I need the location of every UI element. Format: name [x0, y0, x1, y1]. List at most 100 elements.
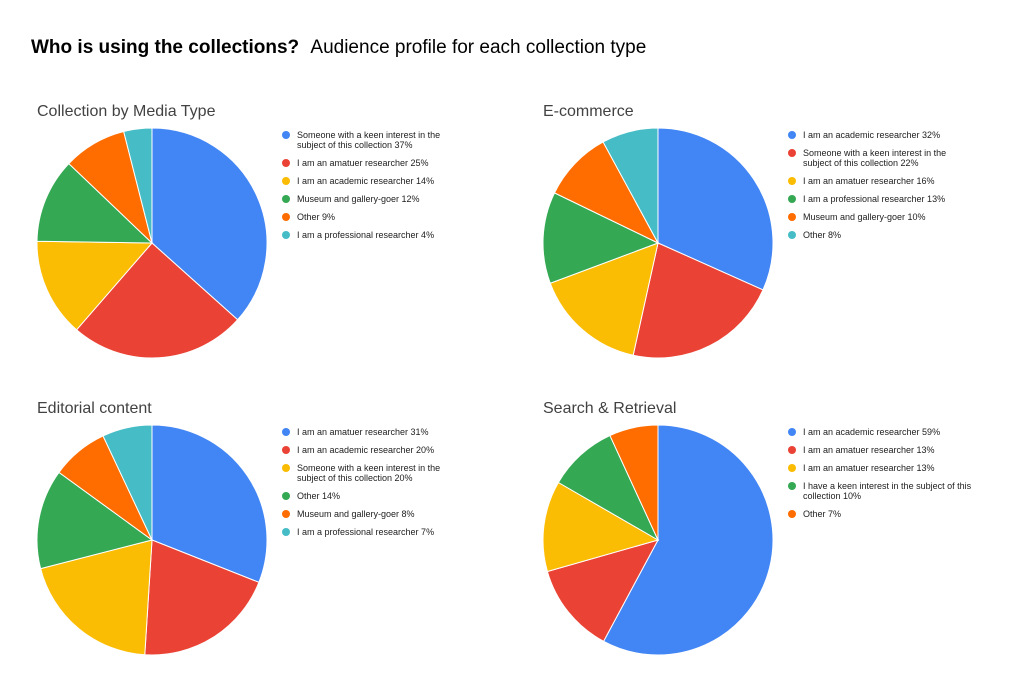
pie-chart	[542, 424, 774, 656]
pie-slice	[542, 481, 660, 573]
legend-swatch-icon	[282, 131, 290, 139]
legend-swatch-icon	[282, 446, 290, 454]
legend-item: I am an amatuer researcher 13%	[787, 445, 977, 455]
pie-slice	[40, 539, 153, 656]
pie-slice	[151, 127, 268, 321]
legend-label: Someone with a keen interest in the subj…	[297, 130, 441, 150]
legend-swatch-icon	[788, 482, 796, 490]
chart-title: Search & Retrieval	[543, 400, 677, 417]
pie-slice	[657, 127, 774, 291]
legend-swatch-icon	[282, 177, 290, 185]
pie-slice	[102, 424, 153, 541]
legend-item: I am an academic researcher 20%	[281, 445, 471, 455]
pie-slice	[36, 471, 154, 570]
pie-slice	[123, 127, 153, 244]
legend-swatch-icon	[282, 492, 290, 500]
legend-label: I am an amatuer researcher 13%	[803, 445, 935, 455]
pie-slice	[602, 127, 659, 244]
chart-panel-editorial-content: Editorial content I am an amatuer resear…	[31, 400, 501, 665]
pie-chart	[542, 127, 774, 359]
legend-item: I am an academic researcher 32%	[787, 130, 977, 140]
legend-label: Other 14%	[297, 491, 341, 501]
legend-item: I am a professional researcher 4%	[281, 230, 471, 240]
chart-title: Editorial content	[37, 400, 152, 417]
legend-item: Museum and gallery-goer 8%	[281, 509, 471, 519]
pie-chart	[36, 424, 268, 656]
chart-title: E-commerce	[543, 103, 634, 120]
legend-swatch-icon	[282, 528, 290, 536]
legend-item: I am a professional researcher 13%	[787, 194, 977, 204]
chart-legend: I am an amatuer researcher 31% I am an ac…	[281, 427, 471, 545]
page-title: Who is using the collections? Audience p…	[31, 37, 646, 59]
pie-slice	[609, 424, 659, 541]
legend-label: I am an amatuer researcher 16%	[803, 176, 935, 186]
legend-label: Someone with a keen interest in the subj…	[297, 463, 441, 483]
legend-label: Other 9%	[297, 212, 336, 222]
pie-slice	[549, 242, 659, 356]
legend-label: I am an amatuer researcher 13%	[803, 463, 935, 473]
legend-swatch-icon	[282, 510, 290, 518]
legend-label: I am an academic researcher 14%	[297, 176, 435, 186]
legend-label: Museum and gallery-goer 12%	[297, 194, 420, 204]
legend-label: I am a professional researcher 7%	[297, 527, 435, 537]
legend-swatch-icon	[788, 510, 796, 518]
legend-label: Someone with a keen interest in the subj…	[803, 148, 947, 168]
chart-title: Collection by Media Type	[37, 103, 216, 120]
chart-legend: I am an academic researcher 59% I am an a…	[787, 427, 977, 527]
chart-legend: Someone with a keen interest in the subj…	[281, 130, 471, 248]
chart-panel-search-retrieval: Search & Retrieval I am an academic rese…	[537, 400, 1007, 665]
legend-swatch-icon	[788, 446, 796, 454]
legend-swatch-icon	[788, 428, 796, 436]
legend-label: I am an academic researcher 59%	[803, 427, 941, 437]
legend-swatch-icon	[788, 213, 796, 221]
legend-swatch-icon	[788, 177, 796, 185]
legend-item: Other 7%	[787, 509, 977, 519]
pie-slice	[36, 162, 154, 244]
legend-label: Other 8%	[803, 230, 842, 240]
legend-item: Other 8%	[787, 230, 977, 240]
pie-chart	[36, 127, 268, 359]
pie-slice	[75, 242, 239, 359]
legend-item: I am a professional researcher 7%	[281, 527, 471, 537]
legend-label: I have a keen interest in the subject of…	[803, 481, 972, 501]
legend-label: I am an academic researcher 32%	[803, 130, 941, 140]
chart-legend: I am an academic researcher 32% Someone w…	[787, 130, 977, 248]
pie-slice	[542, 192, 660, 284]
legend-label: I am a professional researcher 4%	[297, 230, 435, 240]
legend-swatch-icon	[282, 213, 290, 221]
legend-item: I am an amatuer researcher 31%	[281, 427, 471, 437]
pie-slice	[602, 424, 774, 656]
legend-swatch-icon	[788, 231, 796, 239]
legend-label: Museum and gallery-goer 10%	[803, 212, 926, 222]
legend-item: I am an academic researcher 14%	[281, 176, 471, 186]
legend-label: I am an amatuer researcher 31%	[297, 427, 429, 437]
legend-item: Other 9%	[281, 212, 471, 222]
legend-item: I have a keen interest in the subject of…	[787, 481, 977, 501]
legend-label: I am a professional researcher 13%	[803, 194, 946, 204]
legend-item: I am an amatuer researcher 13%	[787, 463, 977, 473]
legend-item: Museum and gallery-goer 12%	[281, 194, 471, 204]
pie-slice	[151, 424, 268, 583]
legend-label: I am an amatuer researcher 25%	[297, 158, 429, 168]
legend-swatch-icon	[788, 131, 796, 139]
legend-swatch-icon	[282, 428, 290, 436]
legend-item: I am an amatuer researcher 25%	[281, 158, 471, 168]
pie-slice	[632, 242, 764, 359]
legend-item: Museum and gallery-goer 10%	[787, 212, 977, 222]
legend-swatch-icon	[282, 464, 290, 472]
pie-slice	[553, 141, 660, 245]
page-title-bold: Who is using the collections?	[31, 37, 300, 58]
legend-swatch-icon	[282, 159, 290, 167]
legend-item: Someone with a keen interest in the subj…	[281, 463, 471, 483]
legend-item: Someone with a keen interest in the subj…	[281, 130, 471, 150]
pie-slice	[36, 240, 154, 331]
legend-item: Other 14%	[281, 491, 471, 501]
legend-item: I am an academic researcher 59%	[787, 427, 977, 437]
legend-swatch-icon	[282, 195, 290, 203]
page-title-subtitle: Audience profile for each collection typ…	[310, 37, 647, 58]
legend-swatch-icon	[282, 231, 290, 239]
chart-panel-media-type: Collection by Media Type Someone with a …	[31, 103, 501, 368]
pie-slice	[144, 539, 260, 656]
legend-swatch-icon	[788, 195, 796, 203]
legend-item: I am an amatuer researcher 16%	[787, 176, 977, 186]
